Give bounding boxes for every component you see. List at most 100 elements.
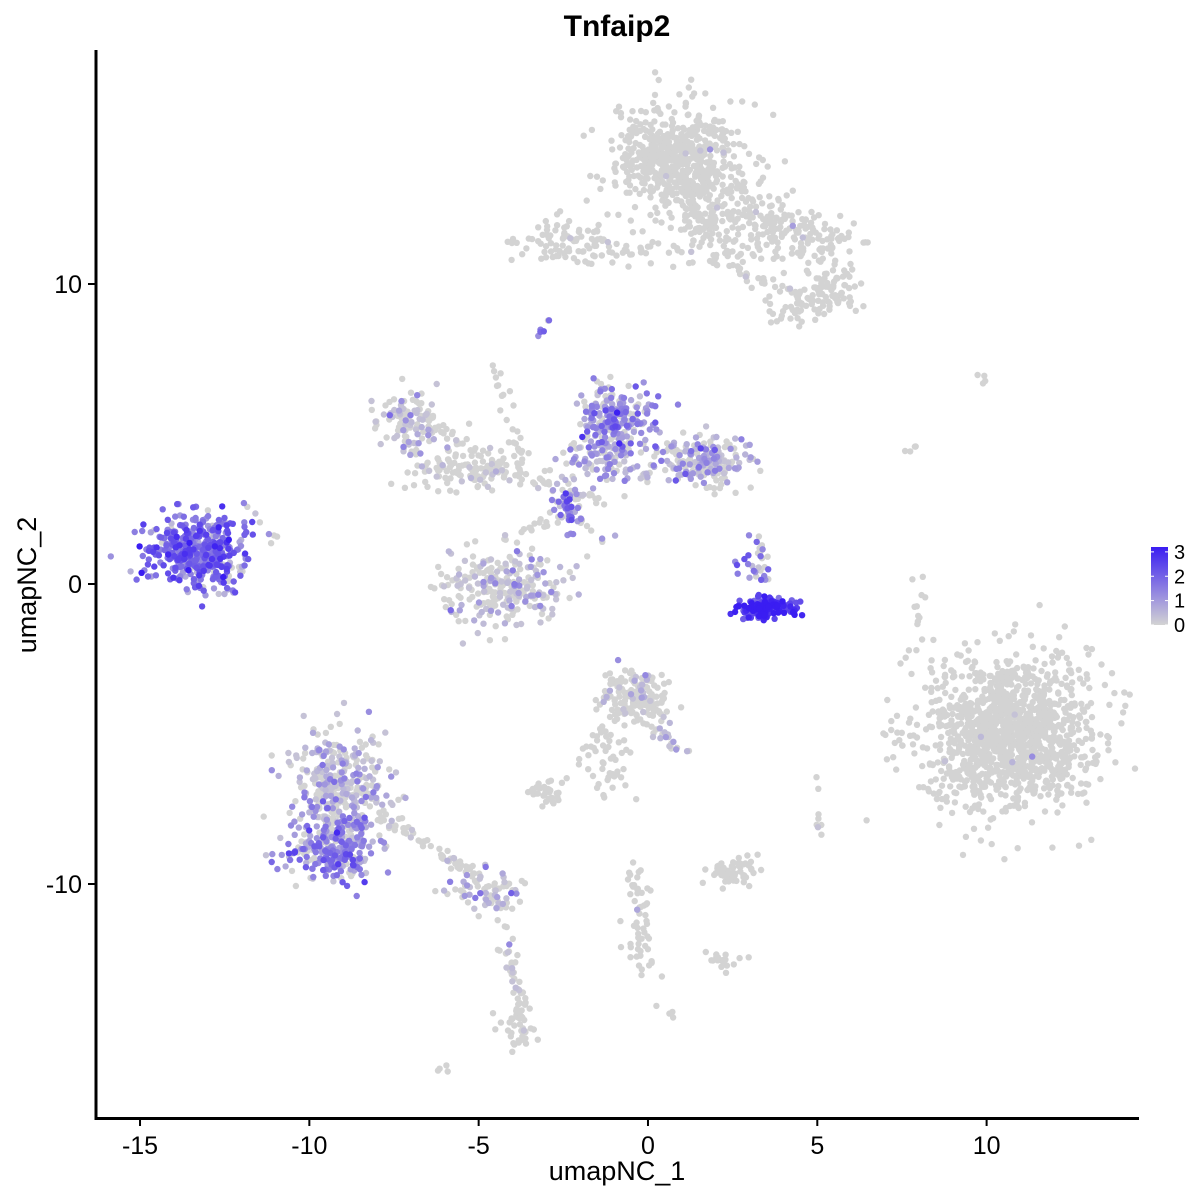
cell-point	[833, 227, 841, 234]
cell-point	[597, 185, 604, 193]
cell-point	[273, 533, 281, 540]
cell-point	[992, 782, 1000, 789]
cell-point	[640, 925, 647, 932]
cell-point	[547, 248, 555, 255]
cell-point	[893, 766, 900, 773]
cell-point	[737, 182, 744, 189]
cell-point	[542, 580, 549, 587]
cell-point	[600, 501, 608, 508]
cell-point	[638, 694, 645, 701]
cell-point	[493, 905, 500, 912]
cell-point	[666, 719, 673, 727]
cell-point	[492, 1026, 499, 1033]
cell-point	[509, 611, 516, 618]
cell-point	[1039, 692, 1047, 700]
cell-point	[814, 824, 822, 831]
cell-point	[274, 865, 281, 873]
cell-point	[1061, 696, 1068, 704]
cell-point	[560, 449, 567, 456]
cell-point	[1044, 671, 1051, 678]
cell-point	[829, 267, 837, 274]
cell-point	[684, 111, 691, 119]
cell-point	[932, 776, 939, 783]
cell-point	[934, 685, 941, 692]
cell-point	[899, 742, 906, 749]
cell-point	[829, 244, 836, 252]
cell-point	[356, 849, 363, 857]
cell-point	[1077, 761, 1084, 769]
cell-point	[766, 234, 774, 242]
cell-point	[503, 964, 510, 971]
cell-point	[540, 569, 547, 576]
cell-point	[732, 489, 739, 496]
cell-point	[582, 403, 589, 410]
cell-point	[646, 688, 653, 695]
cell-point	[483, 883, 490, 891]
cell-point	[902, 654, 909, 661]
cell-point	[291, 831, 298, 838]
cell-point	[360, 837, 367, 845]
cell-point	[373, 794, 380, 802]
cell-point	[946, 745, 954, 753]
cell-point	[707, 241, 714, 249]
cell-point	[919, 762, 926, 770]
cell-point	[615, 211, 622, 218]
cell-point	[627, 749, 634, 756]
cell-point	[645, 962, 653, 969]
cell-point	[522, 470, 530, 478]
cell-point	[779, 282, 786, 290]
cell-point	[951, 673, 958, 680]
cell-point	[498, 467, 506, 474]
cell-point	[715, 231, 722, 238]
cell-point	[1097, 731, 1104, 738]
cell-point	[698, 239, 705, 246]
cell-point	[581, 458, 588, 465]
cell-point	[863, 817, 870, 824]
cell-point	[940, 707, 948, 715]
chart-title: Tnfaip2	[564, 10, 671, 43]
cell-point	[633, 796, 640, 803]
cell-point	[893, 712, 901, 719]
cell-point	[979, 380, 987, 387]
cell-point	[1083, 724, 1090, 732]
cell-point	[637, 174, 644, 181]
cell-point	[522, 995, 529, 1002]
cell-point	[647, 260, 654, 267]
cell-point	[549, 487, 557, 494]
cell-point	[993, 658, 1000, 666]
cell-point	[640, 902, 647, 909]
cell-point	[477, 873, 484, 880]
cell-point	[673, 245, 681, 252]
cell-point	[586, 490, 593, 498]
cell-point	[1053, 755, 1060, 762]
cell-point	[662, 733, 670, 741]
cell-point	[579, 745, 587, 752]
cell-point	[309, 749, 316, 757]
cell-point	[471, 617, 478, 624]
cell-point	[724, 140, 731, 148]
cell-point	[940, 662, 947, 670]
cell-point	[576, 226, 583, 233]
cell-point	[795, 209, 802, 216]
cell-point	[553, 222, 561, 229]
cell-point	[608, 249, 616, 256]
cell-point	[391, 434, 398, 442]
cell-point	[1010, 628, 1017, 635]
cell-point	[538, 610, 546, 618]
cell-point	[739, 211, 746, 218]
cell-point	[388, 817, 395, 824]
cell-point	[1085, 781, 1092, 788]
cell-point	[1037, 793, 1044, 800]
cell-point	[468, 452, 475, 459]
cell-point	[962, 700, 969, 708]
cell-point	[595, 494, 602, 502]
cell-point	[480, 620, 487, 627]
cell-point	[398, 397, 405, 405]
cell-point	[719, 210, 726, 217]
cell-point	[989, 815, 997, 822]
cell-point	[958, 673, 966, 680]
cell-point	[669, 1008, 676, 1016]
cell-point	[1056, 634, 1063, 641]
cell-point	[719, 137, 727, 144]
cell-point	[652, 204, 659, 211]
